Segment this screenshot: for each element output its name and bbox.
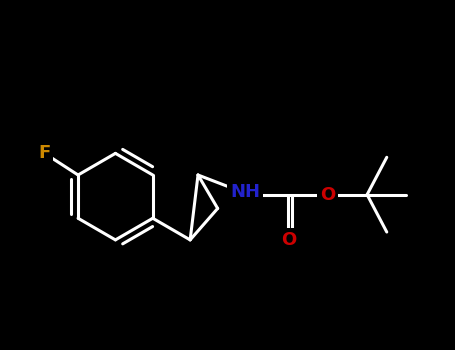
Text: NH: NH xyxy=(230,182,260,201)
Text: F: F xyxy=(39,144,51,162)
Text: O: O xyxy=(281,231,296,249)
Text: O: O xyxy=(320,186,335,204)
